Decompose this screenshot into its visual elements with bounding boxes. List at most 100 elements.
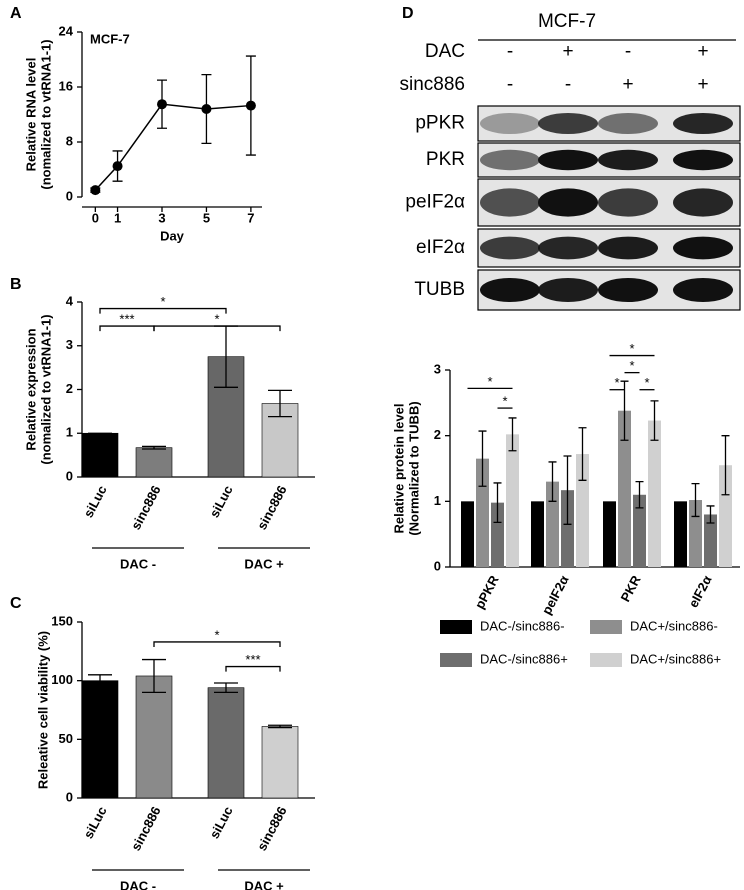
y-tick-label: 0 [66,188,73,203]
blot-band [673,113,733,134]
y-tick-label: 16 [59,78,73,93]
band-label: peIF2α [405,192,465,213]
blot-band [673,188,733,217]
y-axis-label: (Normalized to TUBB) [406,401,421,535]
error-bar [548,461,557,502]
y-tick-label: 1 [66,425,73,440]
group-label: DAC - [120,878,156,890]
blot-band [538,278,598,302]
band-label: pPKR [415,113,465,134]
blot-band [538,236,598,260]
x-tick-label: 5 [203,210,210,225]
significance-label: * [629,358,634,373]
y-tick-label: 150 [51,613,73,628]
condition-sign: + [697,41,708,62]
blot-band [538,188,598,217]
blot-band [538,149,598,171]
x-tick-label: peIF2α [539,573,572,617]
condition-sign: - [565,74,571,95]
bar [648,420,661,567]
legend-swatch [440,620,472,634]
error-bar [578,427,587,481]
legend-label: DAC+/sinc886+ [630,651,721,666]
blot-band [480,188,540,217]
y-tick-label: 8 [66,133,73,148]
condition-sign: + [562,41,573,62]
significance-bracket [99,307,227,314]
group-label: DAC + [244,556,284,571]
bar [704,514,717,567]
significance-bracket [225,665,281,672]
x-tick-label: sinc886 [128,483,164,532]
significance-label: * [214,627,219,642]
condition-label: DAC [425,41,465,62]
y-axis-label: Relative protein level [391,403,406,533]
error-bar [650,400,659,441]
x-tick-label: sinc886 [254,483,290,532]
panel-letter: C [10,595,22,612]
bar [506,434,519,567]
bar [576,454,589,567]
significance-label: * [160,294,165,309]
annotation: MCF-7 [90,31,130,46]
error-bar [268,389,292,418]
blot-band [598,236,658,260]
significance-bracket [153,325,281,332]
blot-band [480,113,540,134]
x-tick-label: 1 [114,210,121,225]
bar [135,447,173,478]
y-axis-label: Releative cell viability (%) [35,631,50,789]
point [90,185,101,196]
error-bar [635,480,644,509]
error-bar [214,682,238,694]
x-tick-label: pPKR [472,572,502,611]
blot-band [480,149,540,171]
y-tick-label: 0 [66,468,73,483]
y-tick-label: 0 [66,789,73,804]
x-tick-label: siLuc [206,483,235,520]
error-bar [563,455,572,525]
error-bar [142,445,166,450]
bar [561,490,574,567]
error-bar [721,435,730,496]
point [157,99,167,110]
blot-band [673,278,733,302]
bar [135,675,173,799]
error-bar [706,505,715,524]
blot-band [480,236,540,260]
line [94,103,251,191]
blot-band [598,278,658,302]
condition-sign: + [622,74,633,95]
x-tick-label: siLuc [80,804,109,841]
error-bar [620,380,629,441]
y-tick-label: 3 [66,337,73,352]
condition-sign: - [507,41,513,62]
condition-sign: + [697,74,708,95]
significance-bracket [99,325,155,332]
y-tick-label: 50 [59,731,73,746]
error-bar [691,482,700,518]
point [112,161,123,172]
bar [618,410,631,567]
x-tick-label: 3 [158,210,165,225]
x-tick-label: sinc886 [128,804,164,853]
legend-swatch [440,653,472,667]
panel-letter: D [402,5,414,22]
condition-label: sinc886 [400,74,466,95]
blot-band [598,188,658,217]
blot-band [673,149,733,171]
condition-sign: - [507,74,513,95]
blot-band [598,113,658,134]
significance-bracket [153,641,281,647]
x-tick-label: eIF2α [685,573,714,610]
x-tick-label: 7 [247,210,254,225]
significance-label: * [502,394,507,409]
error-bar [142,658,166,694]
point [245,100,256,111]
y-tick-label: 24 [59,23,74,38]
y-axis-label: (nomalized to vtRNA1-1) [38,39,53,189]
bar [491,502,504,567]
y-tick-label: 100 [51,672,73,687]
bar [674,501,687,567]
